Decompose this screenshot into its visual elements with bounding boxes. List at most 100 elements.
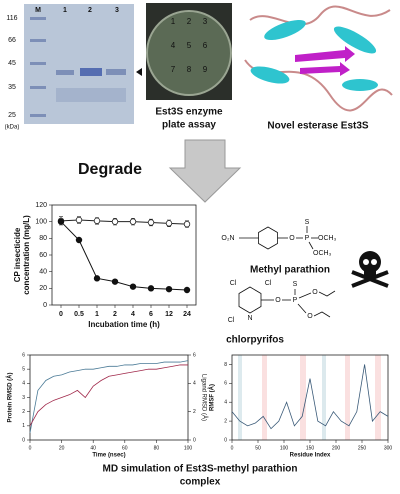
gel-bands bbox=[30, 17, 126, 117]
degrade-arrow bbox=[168, 139, 242, 203]
lane-label: M bbox=[35, 7, 41, 14]
y-tick-label: 80 bbox=[39, 235, 47, 242]
plate-caption: plate assay bbox=[162, 120, 216, 131]
point bbox=[57, 218, 65, 225]
lane-label: 1 bbox=[63, 7, 67, 14]
y-tick-label: 5 bbox=[22, 366, 25, 372]
mw-unit: (kDa) bbox=[5, 125, 20, 131]
y-tick-label: 0 bbox=[43, 302, 47, 309]
point bbox=[165, 285, 173, 293]
mw-marker: 45 bbox=[8, 60, 16, 67]
atom-label: O bbox=[312, 289, 318, 296]
well-label: 9 bbox=[203, 65, 208, 74]
atom-label: S bbox=[305, 219, 310, 226]
atom-label: OCH₃ bbox=[313, 250, 332, 257]
lane-label: 2 bbox=[88, 7, 92, 14]
mw-marker: 66 bbox=[8, 37, 16, 44]
petri-dish bbox=[146, 10, 232, 96]
series-line bbox=[29, 364, 188, 427]
point bbox=[111, 278, 119, 285]
point bbox=[147, 219, 155, 226]
well-label: 7 bbox=[171, 65, 176, 74]
y-tick-label: 2 bbox=[22, 409, 25, 415]
y-tick-label: 8 bbox=[224, 362, 227, 368]
point bbox=[93, 217, 101, 225]
atom-label: P bbox=[305, 235, 310, 242]
x-tick-label: 20 bbox=[59, 445, 65, 451]
well-label: 3 bbox=[203, 17, 208, 26]
x-tick-label: 80 bbox=[154, 445, 160, 451]
protein-caption: Novel esterase Est3S bbox=[267, 121, 369, 132]
atom-label: O bbox=[275, 297, 281, 304]
y-tick-label: 100 bbox=[35, 219, 47, 226]
point bbox=[75, 216, 83, 224]
atom-label: Cl bbox=[230, 280, 237, 287]
skull-icon bbox=[351, 251, 389, 288]
y-tick-label: 20 bbox=[39, 285, 47, 292]
x-tick-label: 0 bbox=[29, 445, 32, 451]
y-axis-label: Protein RMSD (Å) bbox=[7, 373, 14, 423]
series-line bbox=[60, 221, 188, 291]
y2-axis-label: Ligand RMSD (Å) bbox=[200, 374, 207, 421]
y-axis-label: concentration (mg/L) bbox=[22, 215, 31, 295]
atom-label: S bbox=[293, 281, 298, 288]
x-tick-label: 1 bbox=[95, 311, 99, 318]
x-tick-label: 0.5 bbox=[74, 311, 84, 318]
atom-label: O₂N bbox=[221, 235, 234, 242]
x-tick-label: 50 bbox=[255, 445, 261, 451]
y-tick-label: 6 bbox=[22, 352, 25, 358]
x-tick-label: 2 bbox=[113, 311, 117, 318]
point bbox=[183, 286, 191, 294]
mw-marker: 25 bbox=[8, 112, 16, 119]
y2-tick-label: 4 bbox=[193, 381, 196, 387]
y-tick-label: 0 bbox=[22, 437, 25, 443]
x-axis-label: Time (nsec) bbox=[92, 453, 125, 459]
y-tick-label: 0 bbox=[224, 437, 227, 443]
y-tick-label: 2 bbox=[224, 418, 227, 424]
x-tick-label: 12 bbox=[165, 311, 173, 318]
figure-caption: complex bbox=[180, 477, 221, 488]
well-label: 1 bbox=[171, 17, 176, 26]
x-tick-label: 200 bbox=[332, 445, 341, 451]
atom-label: P bbox=[293, 297, 298, 304]
series-line bbox=[231, 364, 389, 430]
well-label: 4 bbox=[171, 41, 176, 50]
plot-frame bbox=[231, 354, 389, 441]
y-tick-label: 4 bbox=[22, 381, 25, 387]
x-tick-label: 24 bbox=[183, 311, 191, 318]
chemical-bonds bbox=[238, 226, 336, 318]
atom-label: O bbox=[289, 235, 295, 242]
x-tick-label: 4 bbox=[131, 311, 135, 318]
x-tick-label: 6 bbox=[149, 311, 153, 318]
well-label: 6 bbox=[203, 41, 208, 50]
arrow-label: Degrade bbox=[78, 161, 142, 178]
y-tick-label: 6 bbox=[224, 381, 227, 387]
y2-tick-label: 2 bbox=[193, 409, 196, 415]
well-label: 8 bbox=[187, 65, 192, 74]
mw-marker: 116 bbox=[6, 15, 17, 22]
x-tick-label: 0 bbox=[231, 445, 234, 451]
point bbox=[165, 220, 173, 227]
atom-label: Cl bbox=[265, 280, 272, 287]
x-tick-label: 150 bbox=[306, 445, 315, 451]
x-tick-label: 100 bbox=[184, 445, 193, 451]
lane-label: 3 bbox=[115, 7, 119, 14]
rmsf-highlight-bands bbox=[238, 355, 381, 440]
point bbox=[75, 236, 83, 244]
mw-marker: 35 bbox=[8, 84, 16, 91]
x-axis-label: Residue Index bbox=[290, 453, 331, 459]
y-axis-label: RMSF (Å) bbox=[209, 384, 216, 411]
compound-name: Methyl parathion bbox=[250, 265, 330, 276]
y-tick-label: 120 bbox=[35, 202, 47, 209]
atom-label: N bbox=[247, 315, 252, 322]
protein-structure bbox=[244, 5, 393, 112]
compound-name: chlorpyrifos bbox=[226, 335, 284, 346]
series-line bbox=[29, 360, 189, 433]
plate-caption: Est3S enzyme bbox=[155, 107, 223, 118]
point bbox=[111, 218, 119, 225]
point bbox=[147, 285, 155, 292]
y-tick-label: 1 bbox=[22, 423, 25, 429]
x-axis-label: Incubation time (h) bbox=[88, 320, 160, 329]
point bbox=[183, 220, 191, 228]
